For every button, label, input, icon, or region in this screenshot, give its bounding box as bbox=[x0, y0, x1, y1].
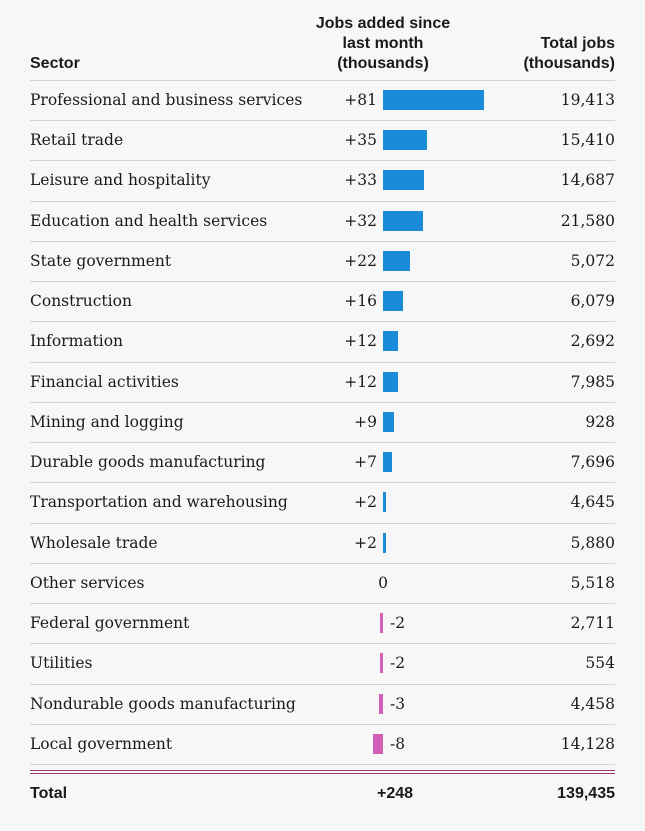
jobs-added-bar bbox=[383, 452, 392, 473]
jobs-added-label: -2 bbox=[390, 654, 406, 673]
table-row: Education and health services +32 21,580 bbox=[30, 202, 615, 242]
jobs-added-bar bbox=[383, 331, 398, 352]
sector-name: Utilities bbox=[30, 654, 93, 673]
total-added: +248 bbox=[376, 785, 414, 802]
jobs-lost-bar bbox=[373, 733, 383, 754]
jobs-added-label: -2 bbox=[390, 614, 406, 633]
table-row: Durable goods manufacturing +7 7,696 bbox=[30, 443, 615, 484]
jobs-lost-bar bbox=[380, 613, 383, 634]
jobs-added-label: +16 bbox=[344, 292, 377, 311]
header-divider bbox=[30, 80, 615, 81]
jobs-added-label: -3 bbox=[390, 694, 406, 713]
sector-name: Durable goods manufacturing bbox=[30, 453, 266, 472]
jobs-added-label: +22 bbox=[344, 251, 377, 270]
total-jobs-value: 554 bbox=[585, 654, 615, 673]
total-jobs-value: 6,079 bbox=[570, 292, 615, 311]
total-divider bbox=[30, 770, 615, 774]
jobs-added-label: +35 bbox=[344, 131, 377, 150]
sector-name: Education and health services bbox=[30, 211, 268, 230]
sector-name: Mining and logging bbox=[30, 412, 184, 431]
table-row: State government +22 5,072 bbox=[30, 242, 615, 283]
sector-name: Professional and business services bbox=[30, 91, 303, 109]
sector-name: Other services bbox=[30, 573, 145, 592]
table-row: Transportation and warehousing +2 4,645 bbox=[30, 483, 615, 524]
table-row: Wholesale trade +2 5,880 bbox=[30, 524, 615, 564]
table-row: Local government -8 14,128 bbox=[30, 725, 615, 765]
total-jobs-value: 4,458 bbox=[570, 694, 615, 713]
table-row: Professional and business services +81 19,… bbox=[30, 81, 615, 122]
sector-column-header: Sector bbox=[30, 55, 80, 72]
jobs-added-bar bbox=[383, 90, 484, 110]
sector-name: Information bbox=[30, 332, 124, 351]
total-jobs: 139,435 bbox=[557, 785, 615, 802]
jobs-added-bar bbox=[383, 371, 398, 392]
total-jobs-value: 5,880 bbox=[570, 533, 615, 552]
table-header: Sector Jobs added since last month (thou… bbox=[0, 0, 645, 80]
total-jobs-value: 2,692 bbox=[570, 332, 615, 351]
jobs-added-bar bbox=[383, 532, 386, 553]
total-label: Total bbox=[30, 785, 68, 802]
jobs-added-label: 0 bbox=[378, 573, 388, 592]
jobs-lost-bar bbox=[379, 693, 383, 714]
sector-name: Federal government bbox=[30, 614, 190, 633]
total-jobs-value: 5,518 bbox=[570, 573, 615, 592]
table-row: Leisure and hospitality +33 14,687 bbox=[30, 161, 615, 202]
total-jobs-value: 14,687 bbox=[560, 171, 615, 190]
sector-name: Transportation and warehousing bbox=[30, 493, 288, 512]
total-jobs-value: 5,072 bbox=[570, 251, 615, 270]
jobs-added-label: +7 bbox=[354, 453, 377, 472]
table-row: Federal government -2 2,711 bbox=[30, 604, 615, 645]
table-row: Information +12 2,692 bbox=[30, 322, 615, 363]
table-row: Financial activities +12 7,985 bbox=[30, 363, 615, 403]
jobs-lost-bar bbox=[380, 653, 383, 674]
jobs-added-label: +32 bbox=[344, 211, 377, 230]
total-jobs-value: 21,580 bbox=[560, 211, 615, 230]
sector-name: Leisure and hospitality bbox=[30, 171, 211, 190]
jobs-added-label: +9 bbox=[354, 412, 377, 431]
jobs-added-label: +12 bbox=[344, 332, 377, 351]
jobs-added-bar bbox=[383, 210, 423, 231]
table-row: Nondurable goods manufacturing -3 4,458 bbox=[30, 685, 615, 725]
total-jobs-value: 7,696 bbox=[570, 453, 615, 472]
jobs-added-label: +12 bbox=[344, 372, 377, 391]
sector-name: Wholesale trade bbox=[30, 533, 158, 552]
table-row: Construction +16 6,079 bbox=[30, 282, 615, 323]
total-jobs-value: 14,128 bbox=[560, 734, 615, 753]
total-row: Total +248 139,435 bbox=[30, 785, 615, 809]
total-jobs-value: 4,645 bbox=[570, 493, 615, 512]
table-row: Retail trade +35 15,410 bbox=[30, 121, 615, 162]
jobs-added-bar bbox=[383, 291, 403, 312]
jobs-added-label: +33 bbox=[344, 171, 377, 190]
jobs-added-label: +81 bbox=[344, 91, 377, 109]
sector-rows: Professional and business services +81 19,… bbox=[0, 81, 645, 765]
jobs-added-label: -8 bbox=[390, 734, 406, 753]
jobs-added-label: +2 bbox=[354, 493, 377, 512]
total-jobs-value: 15,410 bbox=[560, 131, 615, 150]
sector-name: State government bbox=[30, 251, 172, 270]
sector-name: Nondurable goods manufacturing bbox=[30, 694, 296, 713]
jobs-added-bar bbox=[383, 492, 386, 513]
total-jobs-column-header: Total jobs (thousands) bbox=[523, 35, 615, 72]
jobs-added-label: +2 bbox=[354, 533, 377, 552]
total-jobs-value: 7,985 bbox=[570, 372, 615, 391]
total-jobs-value: 928 bbox=[585, 412, 615, 431]
total-jobs-value: 2,711 bbox=[570, 614, 615, 633]
jobs-added-bar bbox=[383, 130, 427, 151]
sector-name: Local government bbox=[30, 734, 173, 753]
jobs-added-column-header: Jobs added since last month (thousands) bbox=[315, 15, 451, 72]
jobs-added-bar bbox=[383, 411, 395, 432]
table-row: Other services 0 5,518 bbox=[30, 564, 615, 605]
jobs-added-bar bbox=[383, 170, 425, 191]
table-row: Mining and logging +9 928 bbox=[30, 403, 615, 444]
sector-name: Construction bbox=[30, 292, 132, 311]
sector-name: Retail trade bbox=[30, 131, 124, 150]
sector-name: Financial activities bbox=[30, 372, 179, 391]
total-jobs-value: 19,413 bbox=[560, 91, 615, 109]
jobs-added-bar bbox=[383, 250, 411, 271]
table-row: Utilities -2 554 bbox=[30, 644, 615, 685]
